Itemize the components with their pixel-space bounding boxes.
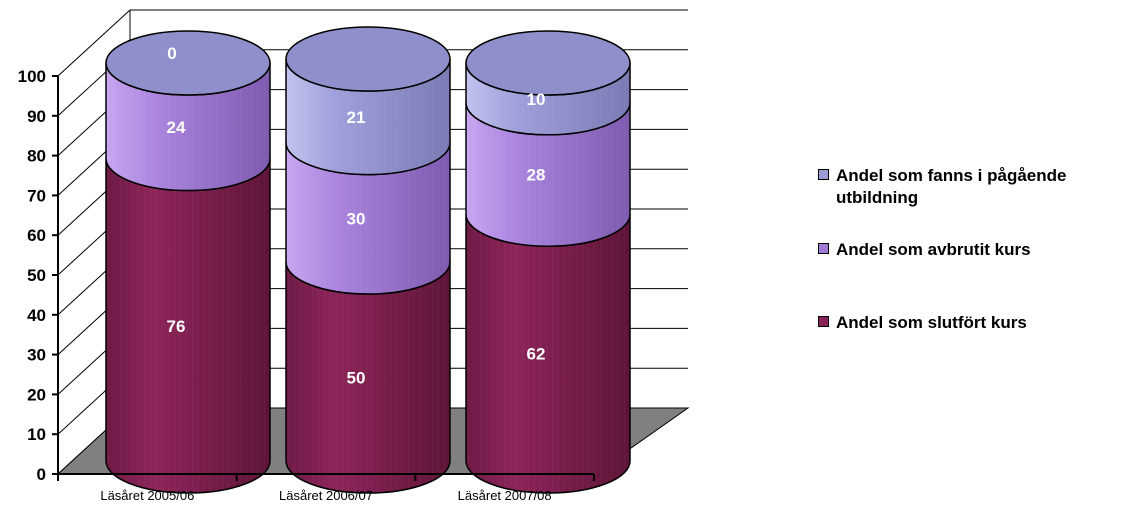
data-label: 62 [527, 345, 546, 364]
y-tick-label: 90 [27, 107, 46, 126]
x-axis-ticks: Läsåret 2005/06 Läsåret 2006/07 Läsåret 20… [57, 474, 595, 503]
y-tick-label: 70 [27, 186, 46, 205]
y-tick-label: 10 [27, 425, 46, 444]
segment-shading [466, 63, 630, 135]
y-tick-label: 20 [27, 385, 46, 404]
cylinder-top-cap [465, 30, 631, 96]
legend-item-pagaende: Andel som fanns i pågående utbildning [818, 165, 1118, 209]
cylinder-1 [105, 30, 271, 494]
data-label: 0 [167, 44, 176, 63]
segment-shading [106, 158, 270, 493]
segment-shading [286, 262, 450, 493]
y-axis-ticks: 0 10 20 30 40 50 60 70 80 90 100 [18, 67, 58, 484]
legend-item-slutfort: Andel som slutfört kurs [818, 312, 1118, 334]
legend-swatch-slutfort [818, 316, 829, 327]
data-label: 10 [527, 90, 546, 109]
data-label: 21 [347, 108, 366, 127]
x-tick-label: Läsåret 2005/06 [100, 488, 194, 503]
data-label: 30 [347, 209, 366, 228]
data-labels: 76 24 0 50 30 21 62 28 10 [167, 44, 546, 388]
y-tick-label: 80 [27, 147, 46, 166]
data-label: 76 [167, 317, 186, 336]
x-tick-label: Läsåret 2006/07 [279, 488, 373, 503]
x-tick-label: Läsåret 2007/08 [458, 488, 552, 503]
data-label: 28 [527, 166, 546, 185]
y-tick-label: 60 [27, 226, 46, 245]
segment-shading [286, 59, 450, 175]
cylinder-top-cap [285, 26, 451, 92]
data-label: 24 [167, 118, 186, 137]
legend-swatch-avbrutit [818, 243, 829, 254]
cylinder-3 [465, 30, 631, 494]
y-tick-label: 40 [27, 306, 46, 325]
cylinders [105, 26, 631, 494]
segment-shading [466, 214, 630, 494]
y-tick-label: 30 [27, 346, 46, 365]
segment-shading [106, 63, 270, 191]
segment-shading [286, 142, 450, 294]
segment-shading [466, 102, 630, 247]
legend-label-slutfort: Andel som slutfört kurs [836, 313, 1027, 332]
y-tick-label: 100 [18, 67, 46, 86]
legend-item-avbrutit: Andel som avbrutit kurs [818, 239, 1118, 261]
data-label: 50 [347, 369, 366, 388]
legend-swatch-pagaende [818, 169, 829, 180]
cylinder-2 [285, 26, 451, 494]
legend-label-avbrutit: Andel som avbrutit kurs [836, 240, 1031, 259]
y-tick-label: 0 [37, 465, 46, 484]
gridline-side [57, 9, 131, 77]
cylinder-top-cap [105, 30, 271, 96]
legend: Andel som fanns i pågående utbildning An… [818, 165, 1118, 334]
y-tick-label: 50 [27, 266, 46, 285]
legend-label-pagaende: Andel som fanns i pågående utbildning [836, 166, 1067, 207]
